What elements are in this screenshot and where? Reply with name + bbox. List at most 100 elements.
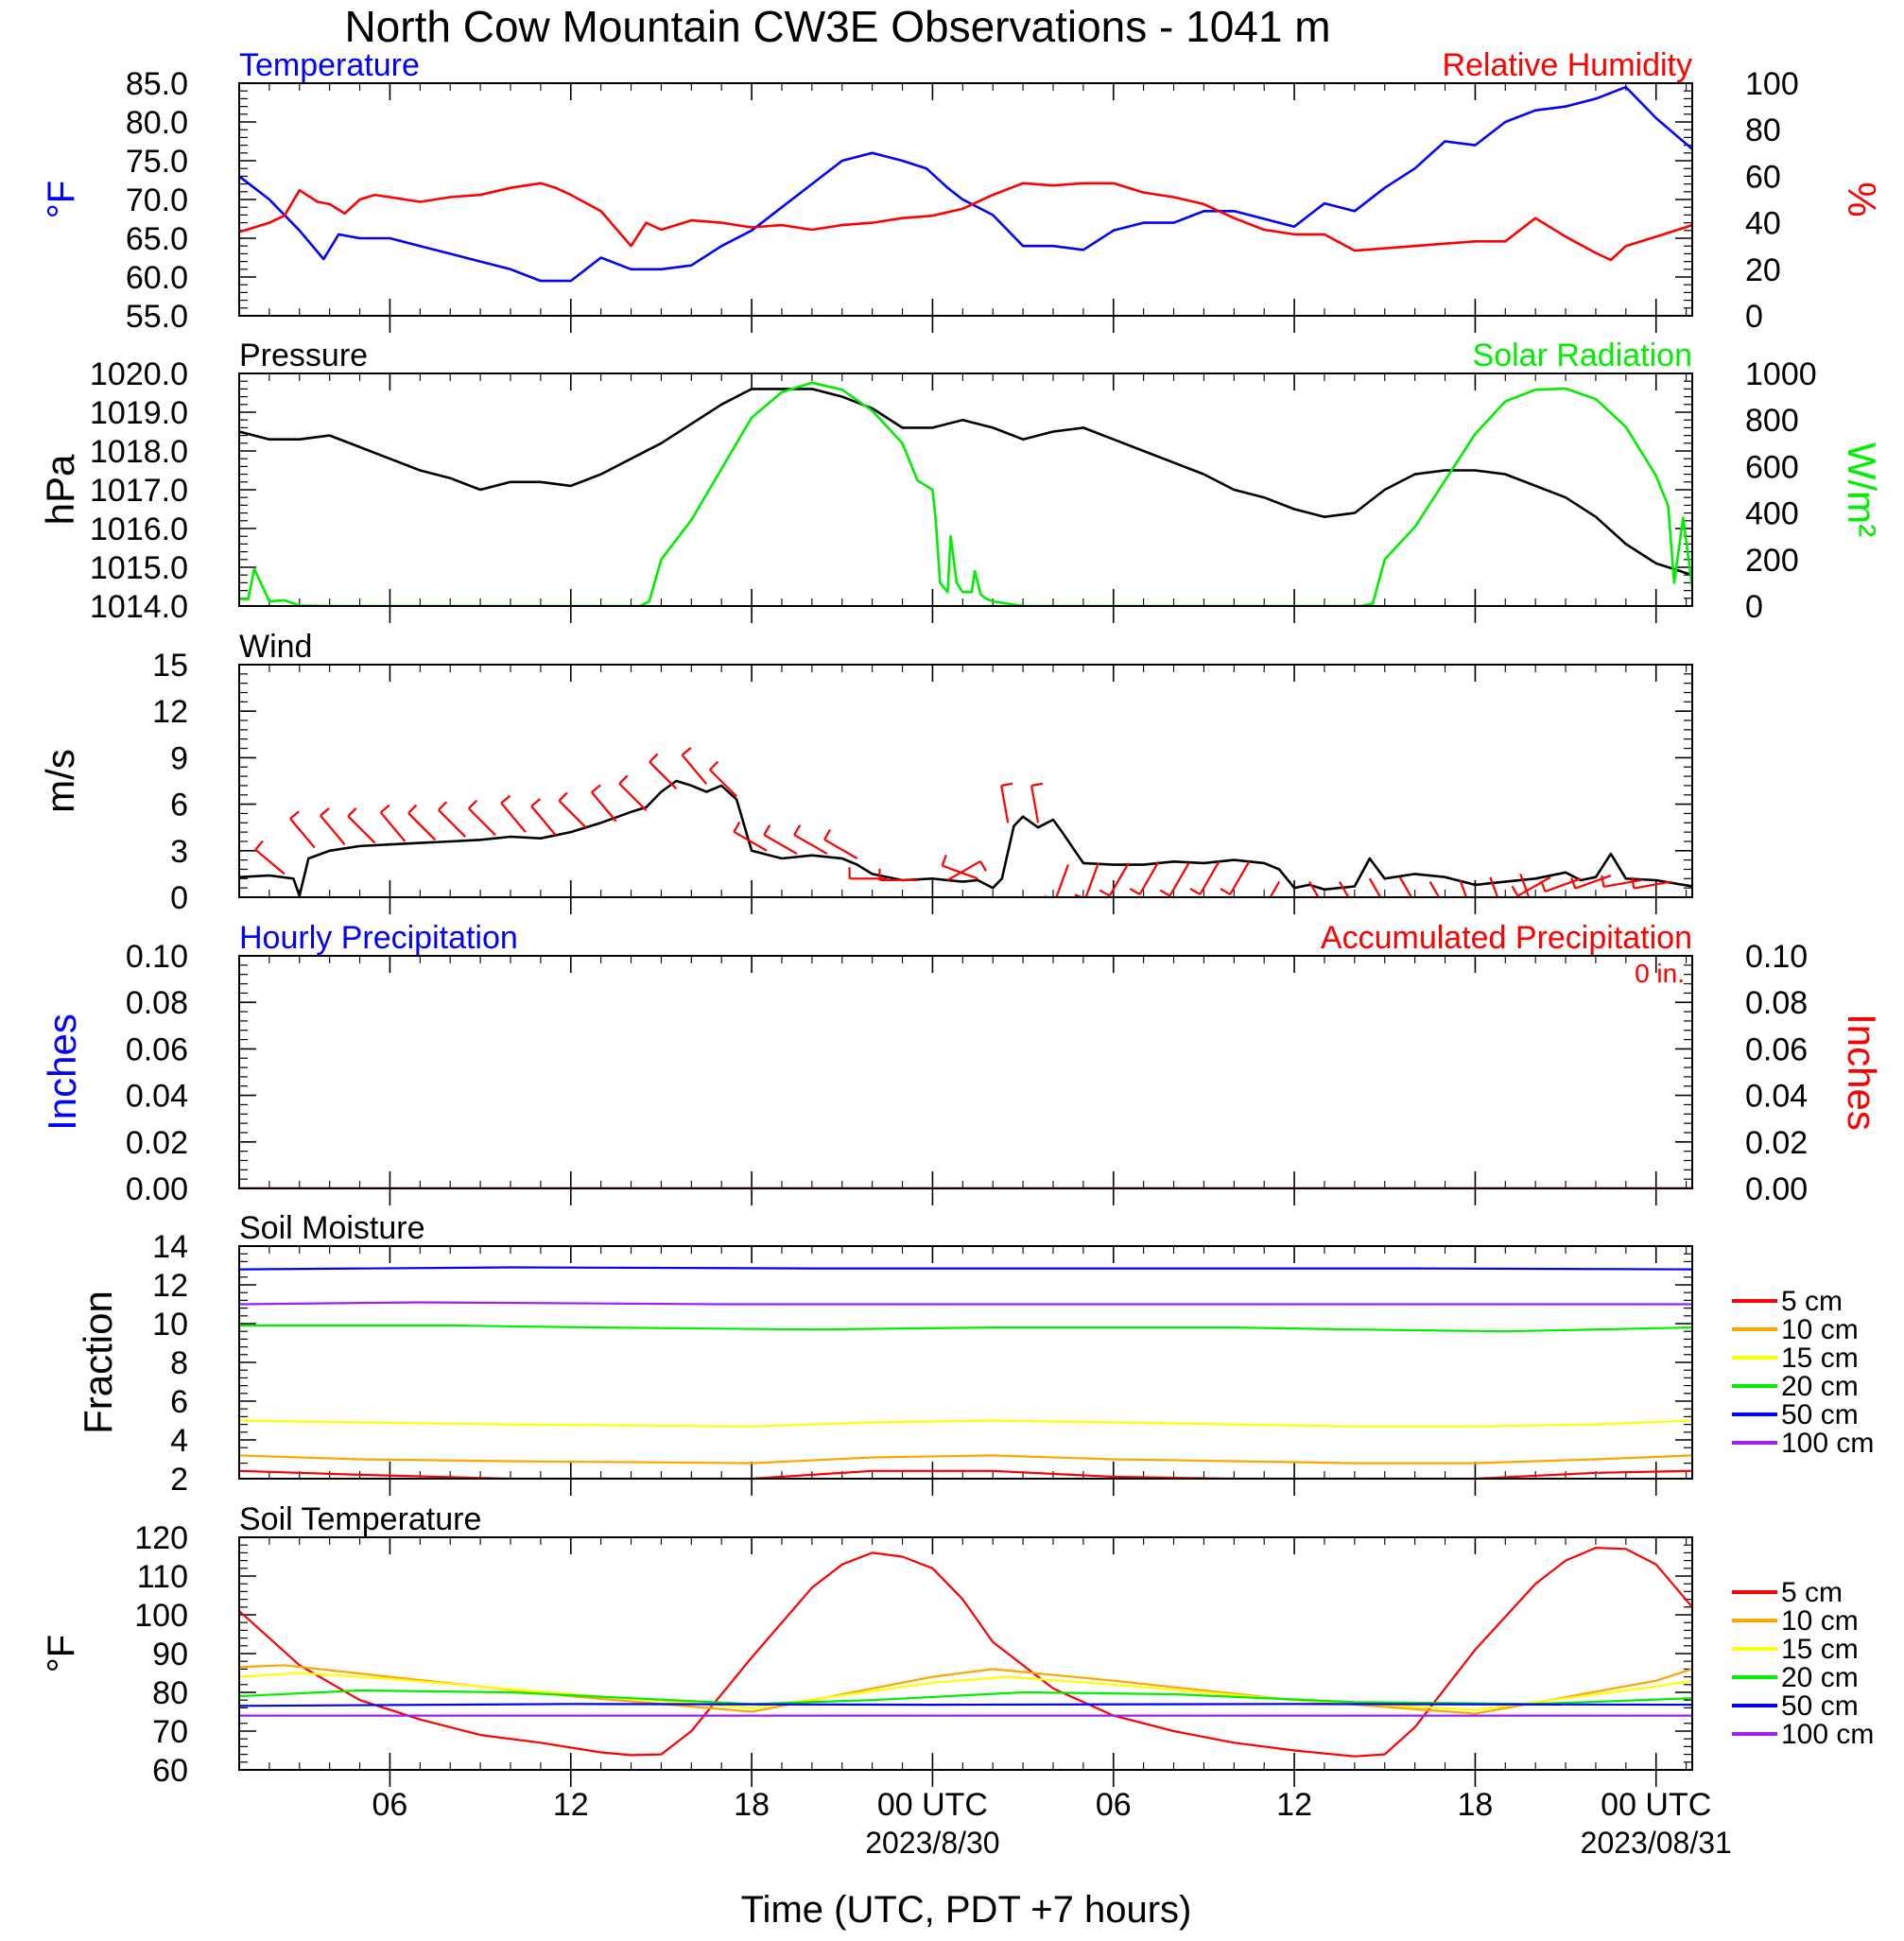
wind-barb xyxy=(254,848,286,875)
y-tick-label-left: 0 xyxy=(170,880,188,916)
y-tick-label-left: 1016.0 xyxy=(90,511,188,547)
wind-barb xyxy=(1545,877,1582,893)
legend-label: 15 cm xyxy=(1781,1343,1859,1374)
panel-title-left: Temperature xyxy=(239,47,420,83)
y-tick-label-left: 80 xyxy=(152,1675,188,1711)
y-tick-label-right: 60 xyxy=(1745,159,1781,195)
plot-frame xyxy=(238,955,1693,1189)
wind-barb-flag xyxy=(941,854,947,867)
x-tick-date: 2023/08/31 xyxy=(1581,1826,1732,1860)
x-tick-label: 18 xyxy=(734,1787,770,1823)
y-tick-label-right: 0.04 xyxy=(1745,1079,1808,1115)
series-line-temperature xyxy=(239,85,1692,283)
y-axis-label-right: W/m² xyxy=(1840,442,1884,537)
panel-title-right: Solar Radiation xyxy=(1473,338,1692,373)
wind-barb-flag xyxy=(681,747,692,756)
y-tick-label-left: 65.0 xyxy=(126,221,188,257)
wind-barb xyxy=(407,812,437,841)
wind-barb-flag xyxy=(1631,876,1636,889)
series-group xyxy=(239,1266,1692,1479)
y-tick-label-left: 1018.0 xyxy=(90,434,188,470)
wind-barb-flag xyxy=(467,799,478,809)
wind-barb xyxy=(1108,862,1130,897)
plot-frame xyxy=(238,373,1693,607)
legend-label: 100 cm xyxy=(1781,1428,1874,1459)
y-axis-label-right: Inches xyxy=(1840,1014,1884,1131)
y-tick-label-left: 6 xyxy=(170,788,188,823)
legend-label: 15 cm xyxy=(1781,1634,1859,1665)
series-line-50-cm xyxy=(239,1703,1692,1707)
wind-barb-flag xyxy=(1220,887,1231,895)
y-tick-label-right: 400 xyxy=(1745,496,1799,532)
wind-barb xyxy=(618,783,648,811)
wind-barb-flag xyxy=(1601,875,1605,888)
wind-barb xyxy=(1055,864,1069,897)
wind-barb xyxy=(942,864,978,880)
legend-label: 100 cm xyxy=(1781,1719,1874,1750)
y-tick-label-right: 0.10 xyxy=(1745,939,1808,975)
wind-barb xyxy=(733,830,768,852)
wind-barb xyxy=(1338,881,1350,897)
y-tick-label-left: 9 xyxy=(170,740,188,776)
wind-barb-flag xyxy=(320,807,330,817)
wind-barb xyxy=(681,754,708,785)
y-tick-label-right: 1000 xyxy=(1745,356,1817,392)
wind-barb xyxy=(591,791,617,823)
wind-barb xyxy=(467,807,496,837)
y-axis-label-right: % xyxy=(1840,182,1884,217)
wind-barb xyxy=(763,834,798,856)
y-tick-label-left: 80.0 xyxy=(126,105,188,141)
y-tick-label-left: 70 xyxy=(152,1714,188,1750)
panel-title-left: Soil Moisture xyxy=(239,1210,425,1246)
y-tick-label-left: 1019.0 xyxy=(90,395,188,431)
wind-barb xyxy=(289,818,316,849)
series-line-10-cm xyxy=(239,1664,1692,1715)
wind-barb xyxy=(1603,878,1641,888)
panel-wind: 0 3 6 9 12 15 Wind m/s xyxy=(38,629,1693,916)
chart-title: North Cow Mountain CW3E Observations - 1… xyxy=(344,2,1330,51)
y-tick-label-left: 85.0 xyxy=(126,66,188,102)
y-tick-label-right: 0.00 xyxy=(1745,1171,1808,1207)
wind-barb-flag xyxy=(763,824,771,836)
wind-barb-flag xyxy=(347,807,357,818)
wind-barb-flag xyxy=(1129,887,1141,895)
series-line-50-cm xyxy=(239,1266,1692,1271)
y-tick-label-right: 600 xyxy=(1745,449,1799,485)
y-tick-label-right: 0.02 xyxy=(1745,1125,1808,1161)
wind-barb xyxy=(1574,875,1612,890)
wind-barb-flag xyxy=(379,804,390,814)
wind-barb xyxy=(1516,875,1551,897)
wind-barb-flag xyxy=(1189,887,1201,895)
wind-barb xyxy=(347,815,376,844)
legend-label: 50 cm xyxy=(1781,1690,1859,1722)
plot-frame xyxy=(238,1536,1693,1771)
wind-barb-flag xyxy=(979,860,987,872)
wind-barb xyxy=(320,814,346,845)
x-tick-label: 00 UTC xyxy=(877,1787,988,1823)
x-tick-label: 12 xyxy=(553,1787,589,1823)
wind-barb xyxy=(530,806,557,837)
x-tick-date: 2023/8/30 xyxy=(865,1826,999,1860)
series-line-15-cm xyxy=(239,1419,1692,1428)
wind-barb-flag xyxy=(558,791,568,802)
y-tick-label-left: 0.10 xyxy=(126,939,188,975)
y-tick-label-left: 110 xyxy=(137,1559,188,1595)
series-line-relative-humidity xyxy=(239,182,1692,262)
y-tick-label-left: 60 xyxy=(152,1753,188,1789)
legend-label: 20 cm xyxy=(1781,1662,1859,1693)
wind-barb-flag xyxy=(823,829,832,841)
y-tick-label-left: 70.0 xyxy=(126,182,188,218)
y-tick-label-left: 55.0 xyxy=(126,299,188,335)
wind-barb-flag xyxy=(1030,782,1044,787)
panel-title-right: Accumulated Precipitation xyxy=(1321,920,1692,956)
wind-barb-flag xyxy=(591,784,601,793)
y-tick-label-left: 1017.0 xyxy=(90,473,188,509)
x-tick-label: 06 xyxy=(1096,1787,1132,1823)
wind-barb xyxy=(1428,881,1441,897)
wind-barb xyxy=(709,769,737,798)
y-tick-label-left: 14 xyxy=(152,1229,188,1265)
wind-barb-flag xyxy=(254,840,264,851)
